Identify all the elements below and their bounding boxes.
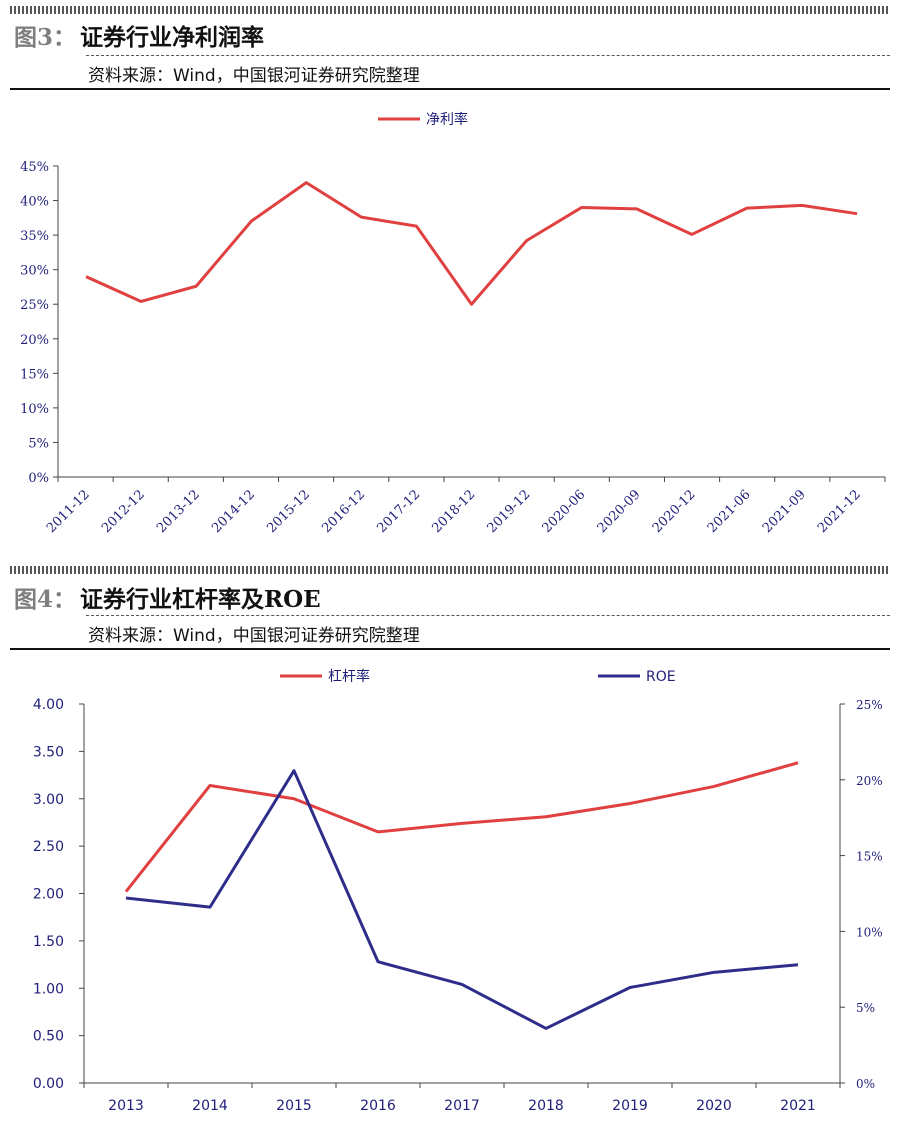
x-tick-label: 2016-12: [319, 487, 368, 536]
figure3-number: 图3：: [14, 24, 77, 51]
figure4-source: 资料来源：Wind，中国银河证券研究院整理: [88, 626, 420, 646]
series-line-net-margin: [85, 181, 858, 306]
x-tick-label: 2020-09: [595, 487, 644, 536]
left-y-tick-label: 1.00: [33, 981, 64, 997]
x-tick-label: 2019-12: [485, 487, 534, 536]
x-tick-label: 2011-12: [44, 487, 93, 536]
y-tick-label: 0%: [28, 471, 49, 486]
y-tick-label: 40%: [20, 195, 49, 210]
right-y-tick-label: 25%: [856, 698, 883, 712]
x-tick-label: 2017: [444, 1098, 480, 1114]
top-dotted-border: [10, 6, 890, 14]
leverage-roe-chart: 0.00 0.50 1.00 1.50 2.00 2.50 3.00 3.50 4.00 0% 5%…: [33, 668, 883, 1114]
y-tick-label: 35%: [20, 229, 49, 244]
figure3-dashed-divider: [86, 55, 890, 56]
figure4-dotted-border: [10, 566, 890, 574]
x-tick-label: 2013: [108, 1098, 144, 1114]
y-tick-label: 20%: [20, 333, 49, 348]
x-tick-label: 2021-06: [705, 487, 754, 536]
y-tick-label: 5%: [28, 436, 49, 451]
figure3-title-text: 证券行业净利润率: [80, 24, 265, 51]
x-tick-label: 2020-12: [650, 487, 699, 536]
series-line-leverage: [124, 761, 799, 893]
series-line-roe: [125, 769, 799, 1030]
left-y-tick-label: 0.00: [33, 1076, 64, 1092]
x-tick-label: 2019: [612, 1098, 648, 1114]
left-y-tick-label: 1.50: [33, 934, 64, 950]
left-y-tick-label: 4.00: [33, 697, 64, 713]
legend-label-leverage: 杠杆率: [328, 668, 370, 685]
legend-label-roe: ROE: [646, 669, 676, 685]
figure4-number: 图4：: [14, 586, 77, 613]
right-y-tick-label: 0%: [856, 1077, 875, 1091]
figure3-title: 图3： 证券行业净利润率: [14, 18, 264, 52]
x-tick-label: 2021-09: [760, 487, 809, 536]
left-y-tick-label: 3.00: [33, 792, 64, 808]
y-tick-label: 30%: [20, 264, 49, 279]
right-y-tick-label: 10%: [856, 925, 883, 939]
x-tick-label: 2014-12: [209, 487, 258, 536]
right-y-tick-label: 15%: [856, 850, 883, 864]
right-y-tick-label: 20%: [856, 774, 883, 788]
y-tick-label: 45%: [20, 160, 49, 175]
x-tick-label: 2020-06: [540, 487, 589, 536]
y-tick-label: 15%: [20, 367, 49, 382]
x-tick-label: 2015-12: [264, 487, 313, 536]
x-tick-label: 2021: [780, 1098, 816, 1114]
figure4-title-text: 证券行业杠杆率及ROE: [80, 586, 321, 613]
figure3-rule: [10, 88, 890, 90]
left-y-tick-label: 2.50: [33, 839, 64, 855]
left-y-tick-label: 0.50: [33, 1029, 64, 1045]
x-tick-label: 2012-12: [99, 487, 148, 536]
left-y-tick-label: 2.00: [33, 887, 64, 903]
y-tick-label: 25%: [20, 298, 49, 313]
legend-label-net-margin: 净利率: [426, 111, 468, 128]
right-y-tick-label: 5%: [856, 1001, 875, 1015]
x-tick-label: 2017-12: [374, 487, 423, 536]
x-tick-label: 2016: [360, 1098, 396, 1114]
figure4-rule: [10, 648, 890, 650]
x-tick-label: 2014: [192, 1098, 228, 1114]
net-margin-chart: 0% 5% 10% 15% 20% 25% 30% 35% 40% 45% 2011-12 2012-…: [20, 111, 886, 536]
x-tick-label: 2018-12: [430, 487, 479, 536]
x-tick-label: 2015: [276, 1098, 312, 1114]
x-tick-label: 2021-12: [815, 487, 864, 536]
left-y-tick-label: 3.50: [33, 744, 64, 760]
x-tick-label: 2020: [696, 1098, 732, 1114]
figure4-dashed-divider: [86, 615, 890, 616]
x-tick-label: 2018: [528, 1098, 564, 1114]
y-tick-label: 10%: [20, 402, 49, 417]
figure4-title: 图4： 证券行业杠杆率及ROE: [14, 580, 321, 614]
x-tick-label: 2013-12: [154, 487, 203, 536]
figure3-source: 资料来源：Wind，中国银河证券研究院整理: [88, 66, 420, 86]
